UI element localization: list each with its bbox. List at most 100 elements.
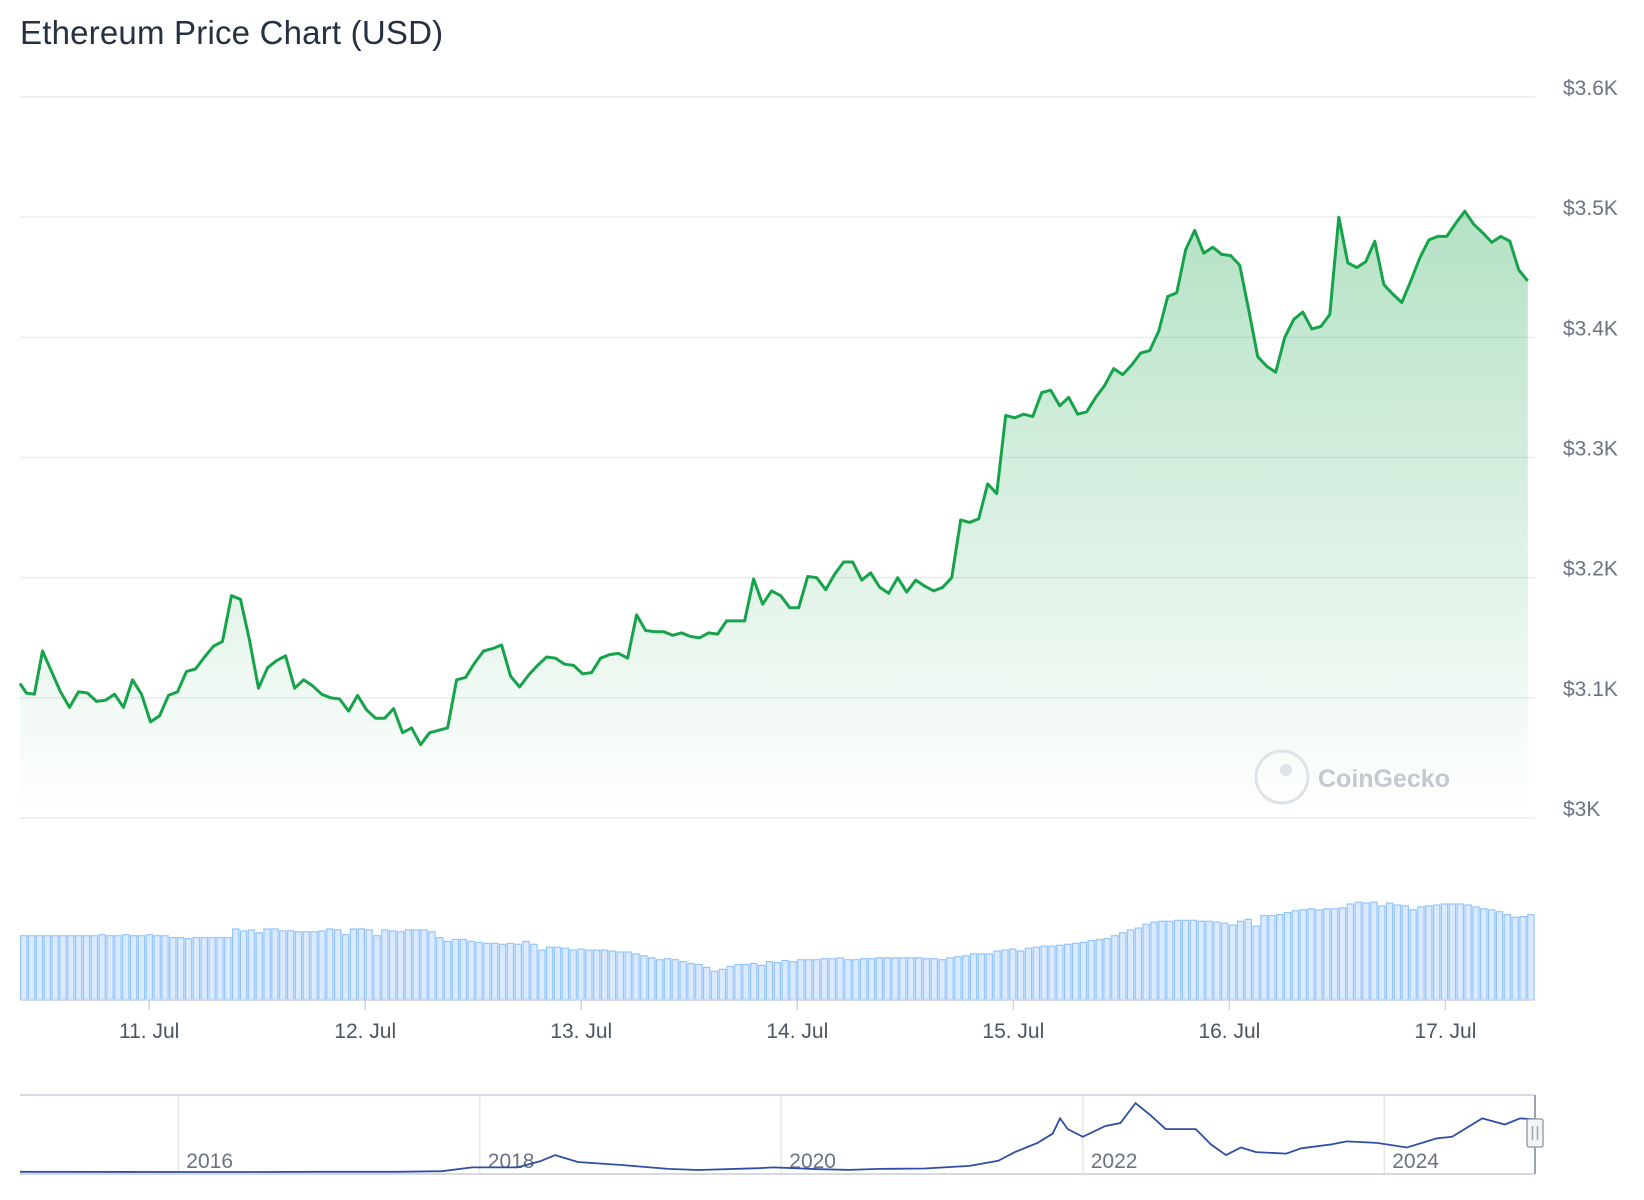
volume-bar xyxy=(624,951,632,1001)
volume-bar xyxy=(859,958,868,1001)
x-tick-label: 17. Jul xyxy=(1414,1020,1476,1043)
volume-bar xyxy=(875,957,884,1001)
volume-bar xyxy=(271,928,279,1001)
volume-bar xyxy=(914,957,923,1001)
volume-bar xyxy=(122,934,130,1001)
volume-bar xyxy=(561,947,570,1001)
volume-bars xyxy=(20,901,1535,1001)
gecko-logo-icon xyxy=(1254,749,1310,805)
volume-bar xyxy=(899,957,907,1001)
volume-bar xyxy=(333,929,342,1001)
volume-bar xyxy=(1527,913,1535,1001)
volume-bar xyxy=(993,950,1001,1001)
range-navigator[interactable]: 2016 2018 2020 2022 2024 xyxy=(19,1094,1544,1175)
volume-bar xyxy=(192,936,201,1001)
volume-bar xyxy=(1511,916,1519,1001)
volume-bar xyxy=(357,928,365,1001)
volume-bar xyxy=(1440,903,1449,1001)
volume-bar xyxy=(679,960,687,1001)
volume-bar xyxy=(663,958,672,1001)
x-tick-label: 12. Jul xyxy=(334,1020,396,1043)
volume-bar xyxy=(1432,904,1441,1001)
volume-bar xyxy=(27,935,36,1001)
volume-bar xyxy=(828,958,836,1001)
volume-bar xyxy=(388,930,397,1001)
volume-bar xyxy=(640,955,648,1001)
volume-bar xyxy=(310,931,318,1001)
volume-bar xyxy=(538,949,546,1001)
volume-bar xyxy=(1095,938,1103,1001)
volume-bar xyxy=(326,928,334,1001)
volume-bar xyxy=(553,946,562,1001)
volume-bar xyxy=(608,950,617,1001)
volume-bar xyxy=(1338,907,1347,1001)
navigator-tick-label: 2022 xyxy=(1091,1150,1138,1173)
volume-bar xyxy=(687,962,695,1001)
volume-bar xyxy=(420,929,428,1001)
volume-bar xyxy=(1260,914,1268,1001)
volume-bar xyxy=(891,957,899,1001)
volume-bar xyxy=(1173,919,1182,1001)
volume-bar xyxy=(1134,927,1143,1001)
y-tick-label: $3.5K xyxy=(1563,197,1618,220)
volume-bar xyxy=(1166,920,1174,1001)
volume-bar xyxy=(428,931,436,1001)
volume-bar xyxy=(436,936,444,1001)
volume-bar xyxy=(1378,905,1386,1001)
volume-bar xyxy=(1001,949,1009,1001)
volume-bar xyxy=(1064,943,1072,1001)
volume-bar xyxy=(545,946,554,1001)
volume-bar xyxy=(1071,942,1080,1001)
volume-bar xyxy=(922,958,931,1001)
volume-bar xyxy=(1291,910,1300,1001)
volume-bar xyxy=(946,957,954,1001)
navigator-grid: 2016 2018 2020 2022 2024 xyxy=(177,1095,1439,1174)
watermark-text: CoinGecko xyxy=(1318,765,1450,793)
volume-bar xyxy=(294,931,303,1001)
volume-bar xyxy=(412,929,420,1001)
volume-bar xyxy=(365,929,373,1001)
volume-bar xyxy=(1456,903,1464,1001)
volume-bar xyxy=(702,966,711,1001)
volume-bar xyxy=(969,953,978,1001)
volume-bar xyxy=(129,935,138,1001)
volume-bar xyxy=(279,930,287,1001)
navigator-handle-body[interactable] xyxy=(1526,1118,1544,1148)
volume-bar xyxy=(773,961,782,1001)
volume-bar xyxy=(1299,909,1307,1001)
volume-bar xyxy=(961,955,970,1001)
volume-bar xyxy=(20,935,28,1001)
volume-bar xyxy=(1464,904,1472,1001)
volume-bar xyxy=(1181,919,1190,1001)
volume-bar xyxy=(506,942,515,1001)
volume-bar xyxy=(1362,902,1370,1001)
volume-bar xyxy=(1126,929,1135,1001)
volume-bar xyxy=(106,935,114,1001)
volume-bar xyxy=(475,941,483,1001)
volume-bar xyxy=(224,936,232,1001)
volume-bar xyxy=(954,956,962,1001)
volume-bar xyxy=(239,930,248,1001)
volume-bar xyxy=(1244,918,1253,1001)
volume-bar xyxy=(349,928,358,1001)
volume-bar xyxy=(1472,906,1480,1001)
volume-bar xyxy=(231,928,240,1001)
volume-bar xyxy=(530,943,538,1001)
navigator-handle[interactable] xyxy=(1526,1118,1544,1148)
volume-bar xyxy=(1213,921,1221,1001)
volume-bar xyxy=(263,928,271,1001)
volume-bar xyxy=(373,935,381,1001)
volume-bar xyxy=(1519,915,1527,1001)
volume-bar xyxy=(1354,901,1362,1001)
price-series-line[interactable] xyxy=(18,209,1529,747)
x-tick-label: 11. Jul xyxy=(119,1020,179,1043)
y-tick-label: $3.4K xyxy=(1563,317,1618,340)
volume-bar xyxy=(718,968,727,1001)
navigator-tick-label: 2018 xyxy=(488,1150,535,1173)
volume-bar xyxy=(569,949,577,1001)
volume-bar xyxy=(1323,908,1331,1001)
volume-bar xyxy=(647,957,656,1001)
volume-bar xyxy=(804,959,813,1001)
volume-bar xyxy=(98,934,106,1001)
